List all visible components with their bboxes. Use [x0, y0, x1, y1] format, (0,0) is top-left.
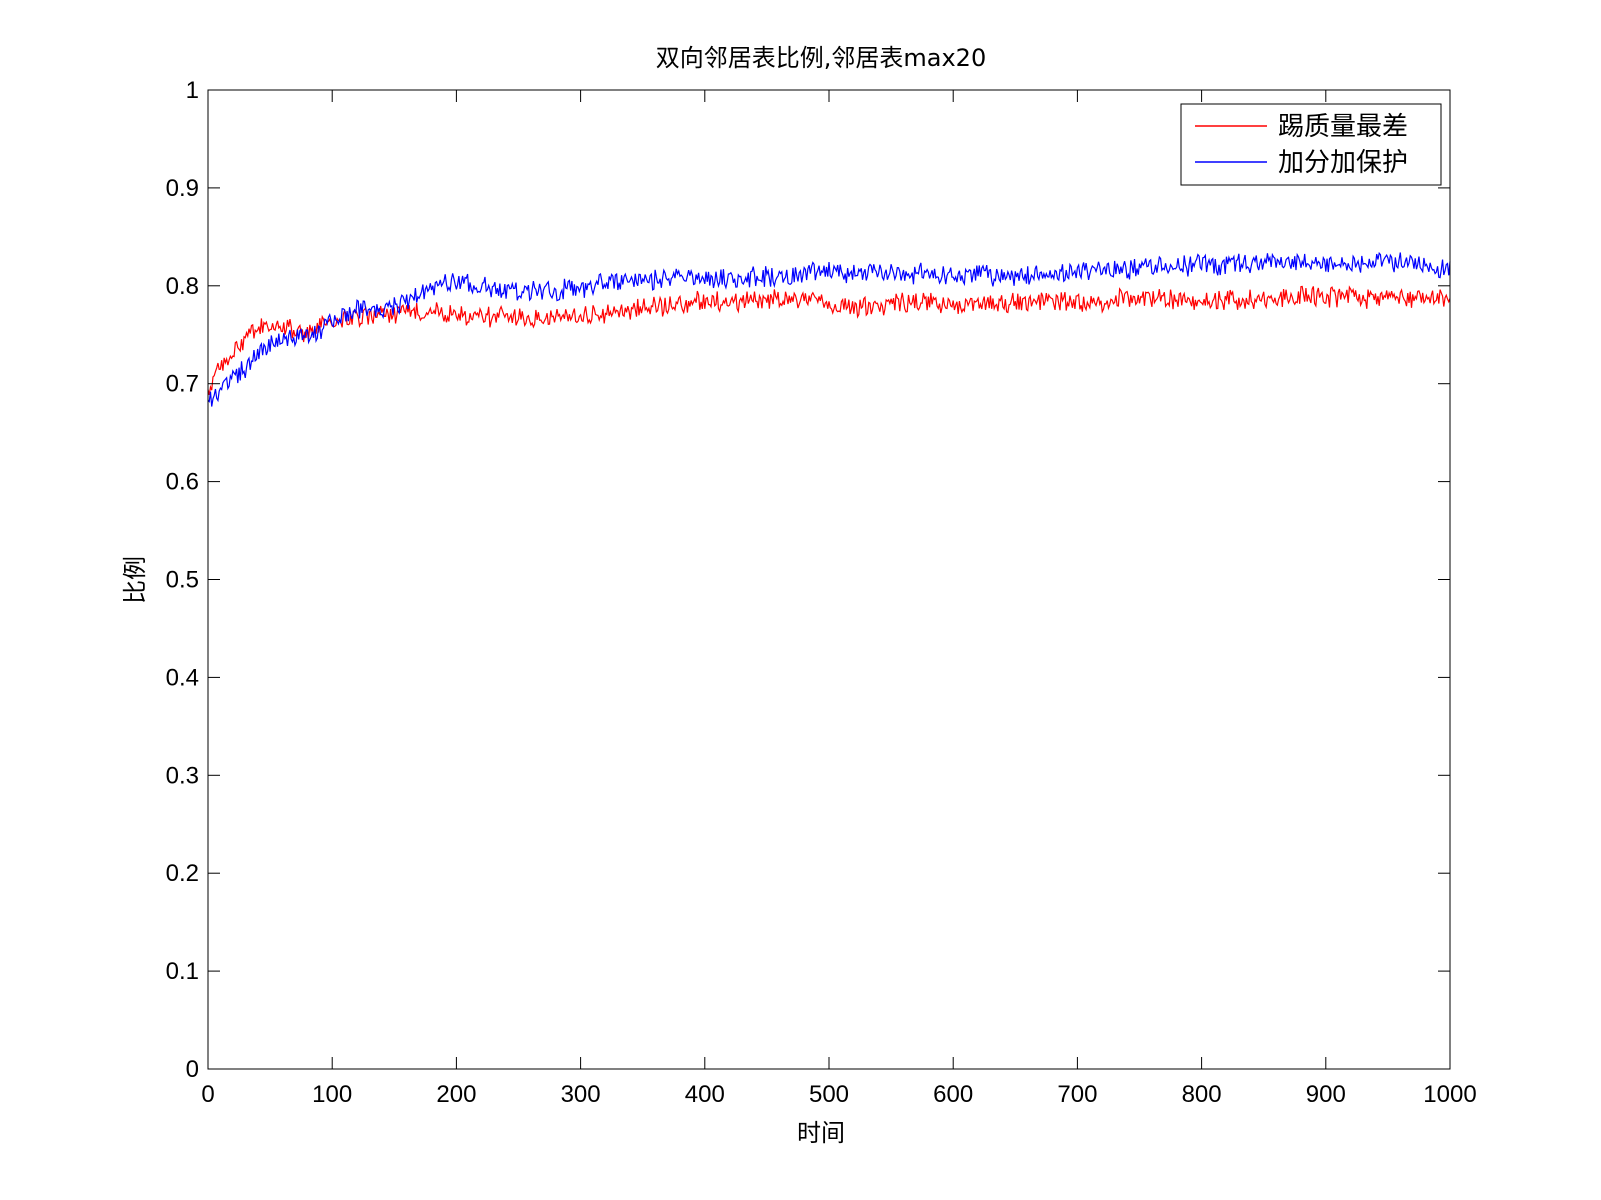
legend-label-2: 加分加保护: [1278, 148, 1408, 178]
x-tick-label: 0: [201, 1081, 214, 1108]
x-tick-label: 600: [933, 1081, 973, 1108]
x-tick-label: 100: [312, 1081, 352, 1108]
x-tick-label: 400: [685, 1081, 725, 1108]
x-tick-label: 300: [561, 1081, 601, 1108]
x-tick-label: 200: [436, 1081, 476, 1108]
x-tick-label: 700: [1057, 1081, 1097, 1108]
y-axis-label: 比例: [121, 556, 149, 604]
y-tick-label: 0.2: [166, 860, 199, 887]
y-tick-label: 0.9: [166, 175, 199, 202]
legend-box: [1180, 103, 1442, 186]
y-tick-label: 0.8: [166, 273, 199, 300]
y-tick-label: 1: [186, 77, 199, 104]
x-tick-label: 500: [809, 1081, 849, 1108]
y-tick-label: 0.1: [166, 958, 199, 985]
x-tick-label: 1000: [1423, 1081, 1476, 1108]
x-tick-label: 900: [1306, 1081, 1346, 1108]
y-tick-label: 0.7: [166, 371, 199, 398]
series-layer: [207, 251, 1451, 407]
chart-title: 双向邻居表比例,邻居表max20: [656, 44, 986, 72]
y-tick-label: 0.3: [166, 762, 199, 789]
x-tick-label: 800: [1182, 1081, 1222, 1108]
x-axis-label: 时间: [797, 1119, 845, 1147]
y-tick-label: 0.6: [166, 469, 199, 496]
series-line-1: [207, 285, 1451, 395]
series-line-2: [207, 251, 1451, 407]
y-tick-label: 0.5: [166, 567, 199, 594]
y-tick-label: 0.4: [166, 664, 199, 691]
y-tick-label: 0: [186, 1056, 199, 1083]
legend-label-1: 踢质量最差: [1278, 112, 1408, 142]
ticks-layer: 0 100 200 300 400 500 600 700 800 900 1000 0 0.1 0.2 0…: [166, 77, 1477, 1108]
